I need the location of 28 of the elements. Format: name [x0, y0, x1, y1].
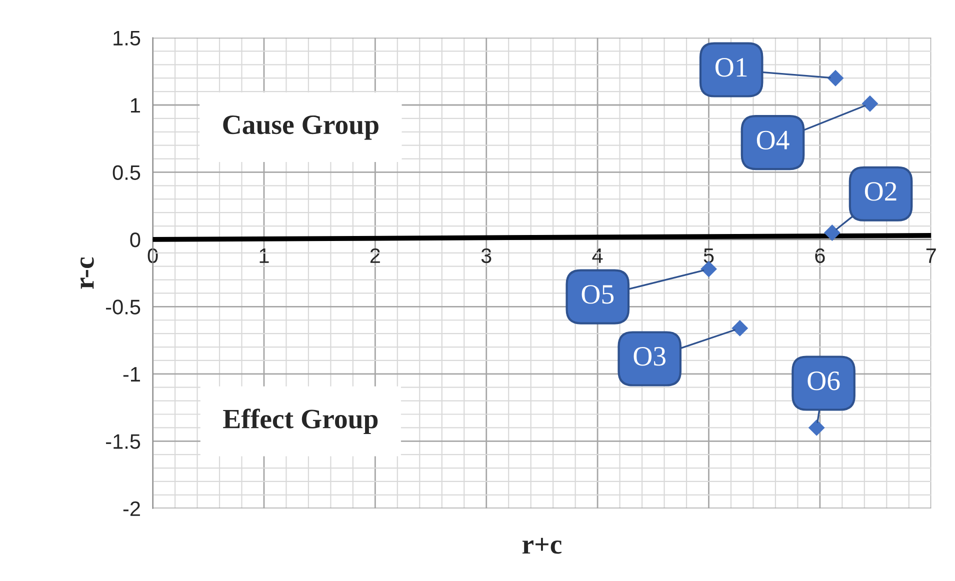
y-tick-label: 1.5 [114, 30, 140, 46]
annotation: O6 [808, 372, 840, 390]
annotation: O1 [716, 58, 747, 77]
y-tick-label: 1 [131, 98, 140, 113]
annotation: Cause Group [223, 115, 378, 140]
y-tick-label: -1.5 [106, 434, 140, 449]
x-axis-title: r+c [522, 538, 562, 554]
x-tick-label: 1 [260, 248, 269, 263]
annotation: O5 [582, 285, 614, 304]
annotation: O3 [634, 347, 666, 366]
x-tick-label: 3 [481, 248, 492, 264]
point [827, 70, 844, 86]
y-tick-label: -2 [123, 501, 140, 516]
x-tick-label: 2 [370, 248, 380, 263]
x-tick-label: 6 [815, 248, 825, 264]
x-tick-label: 7 [926, 248, 936, 263]
point [732, 320, 748, 336]
point [824, 224, 840, 241]
y-tick-label: 0 [130, 232, 140, 248]
y-tick-label: -1 [123, 367, 140, 382]
annotation: O4 [756, 130, 790, 150]
y-axis-title: r-c [80, 257, 94, 289]
y-tick-label: 0.5 [112, 165, 140, 180]
y-tick-label: -0.5 [106, 300, 140, 314]
annotation: Effect Group [223, 408, 378, 434]
point [862, 95, 878, 112]
annotation: O2 [864, 182, 896, 201]
point [808, 419, 825, 436]
